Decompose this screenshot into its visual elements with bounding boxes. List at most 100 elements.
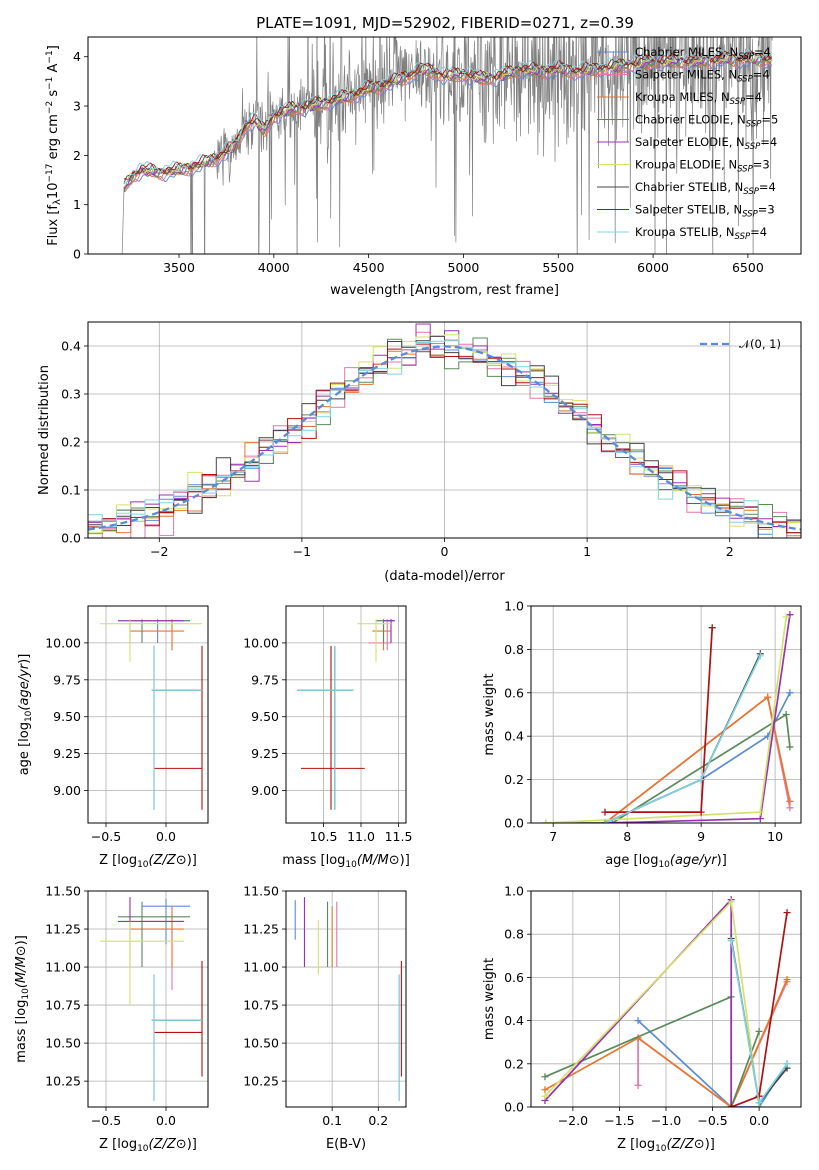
x-tick-label: 10.5	[310, 829, 338, 844]
x-tick-label: 5500	[542, 260, 574, 275]
y-axis-label: Flux [fλ10−17 erg cm−2 s−1 A−1]	[45, 45, 63, 246]
errorbar-point	[130, 906, 184, 968]
y-tick-label: 9.00	[251, 783, 279, 798]
y-tick-label: 11.50	[45, 884, 81, 899]
axes-massweight_vs_Z: −2.0 −1.5 −1.0 −0.5 0.0 0.0 0.2 0.4 0.6 0.8 1.0 mas…	[482, 884, 802, 1154]
y-tick-label: 0.8	[504, 927, 524, 942]
x-axis-label: E(B-V)	[326, 1137, 366, 1152]
y-tick-label: 0.8	[504, 642, 524, 657]
y-axis-label: Normed distribution	[37, 365, 52, 495]
axes-massweight_vs_age: 7 8 9 10 0.0 0.2 0.4 0.6 0.8 1.0 mass weight age [l…	[482, 599, 802, 870]
weight-marker	[756, 652, 764, 660]
y-tick-label: 9.75	[251, 672, 279, 687]
y-tick-label: 11.25	[243, 922, 279, 937]
y-tick-label: 0.2	[61, 435, 81, 450]
y-tick-label: 0.4	[61, 339, 81, 354]
plot-area-massweight_vs_age	[542, 611, 794, 823]
x-tick-label: 0.1	[322, 1113, 342, 1128]
plot-area-massweight_vs_Z	[541, 896, 791, 1107]
x-tick-label: 5000	[448, 260, 480, 275]
weight-marker	[634, 1017, 642, 1025]
y-tick-label: 0.2	[504, 1056, 524, 1071]
y-tick-label: 0	[73, 247, 81, 262]
plot-area-spectrum	[121, 37, 773, 254]
y-tick-label: 10.75	[45, 998, 81, 1013]
errorbar-point	[154, 960, 203, 1077]
legend-entry: Salpeter ELODIE, NSSP=4	[635, 135, 777, 152]
y-tick-label: 11.50	[243, 884, 279, 899]
errorbar-point	[297, 645, 354, 810]
x-axis-label: (data-model)/error	[384, 569, 505, 584]
legend-entry: Chabrier ELODIE, NSSP=5	[635, 113, 778, 130]
errorbar-point	[142, 906, 184, 990]
weight-marker	[601, 808, 609, 816]
x-axis-label: mass [log10(M/M⊙)]	[282, 853, 410, 870]
axes-frame	[87, 890, 209, 1108]
axes-spectrum: 3500 4000 4500 5000 5500 6000 6500 0 1 2 3 4 wavelen…	[45, 36, 802, 298]
x-tick-label: 4500	[353, 260, 385, 275]
y-tick-label: 9.75	[53, 672, 81, 687]
y-tick-label: 10.25	[243, 1074, 279, 1089]
spectrum-model-line	[123, 48, 773, 184]
y-axis-label: mass weight	[482, 673, 497, 755]
legend-entry: Kroupa STELIB, NSSP=4	[635, 225, 767, 242]
weight-marker	[786, 797, 794, 805]
histogram-series	[88, 340, 801, 538]
y-tick-label: 11.00	[45, 960, 81, 975]
x-tick-label: 0.0	[749, 1113, 769, 1128]
y-tick-label: 11.00	[243, 960, 279, 975]
y-tick-label: 1	[73, 197, 81, 212]
legend-entry: Salpeter STELIB, NSSP=3	[635, 203, 775, 220]
weight-marker	[727, 898, 735, 906]
x-tick-label: −1.5	[604, 1113, 634, 1128]
legend-entry: Kroupa ELODIE, NSSP=3	[635, 158, 770, 175]
y-tick-label: 9.50	[251, 709, 279, 724]
y-tick-label: 0.0	[504, 816, 524, 831]
axes-frame	[87, 36, 802, 255]
legend-entry: Kroupa MILES, NSSP=4	[635, 90, 762, 107]
x-tick-label: −0.5	[91, 1113, 121, 1128]
weight-marker	[727, 1103, 735, 1107]
weight-marker	[786, 689, 794, 697]
x-tick-label: 10	[767, 829, 783, 844]
y-tick-label: 10.50	[243, 1036, 279, 1051]
gaussian-reference-curve	[88, 345, 801, 531]
weight-marker	[782, 613, 790, 621]
x-tick-label: −0.5	[91, 829, 121, 844]
plot-area-residual_hist	[88, 323, 801, 538]
weight-marker	[783, 1060, 791, 1068]
x-tick-label: 11.5	[385, 829, 413, 844]
weight-series-line	[544, 995, 760, 1107]
weight-marker	[786, 611, 794, 619]
axes-frame	[530, 890, 802, 1108]
weight-marker	[608, 819, 616, 823]
weight-marker	[697, 776, 705, 784]
weight-marker	[634, 1081, 642, 1089]
axes-mass_vs_ebv: 0.1 0.2 10.25 10.50 10.75 11.00 11.25 11.50 E(B-…	[243, 884, 407, 1152]
weight-series-line	[604, 653, 762, 823]
x-tick-label: −2.0	[558, 1113, 588, 1128]
errorbar-point	[151, 974, 202, 1101]
y-tick-label: 0.0	[61, 531, 81, 546]
x-tick-label: 2	[726, 544, 734, 559]
legend-entry: Chabrier MILES, NSSP=4	[635, 45, 771, 62]
errorbar-point	[297, 645, 354, 810]
y-tick-label: 3	[73, 99, 81, 114]
x-tick-label: 11.0	[347, 829, 375, 844]
y-tick-label: 0.0	[504, 1100, 524, 1115]
y-tick-label: 0.4	[504, 1013, 524, 1028]
x-tick-label: 0.0	[156, 1113, 176, 1128]
y-tick-label: 4	[73, 49, 81, 64]
x-tick-label: 7	[549, 829, 557, 844]
weight-series-line	[544, 979, 788, 1107]
y-axis-label: mass weight	[482, 958, 497, 1040]
y-tick-label: 2	[73, 148, 81, 163]
weight-marker	[783, 909, 791, 917]
weight-marker	[697, 808, 705, 816]
weight-marker	[783, 976, 791, 984]
errorbar-point	[154, 645, 203, 810]
weight-marker	[764, 693, 772, 701]
y-tick-label: 1.0	[504, 599, 524, 614]
plot-area-age_vs_Z	[100, 619, 203, 810]
weight-series-line	[605, 627, 714, 813]
